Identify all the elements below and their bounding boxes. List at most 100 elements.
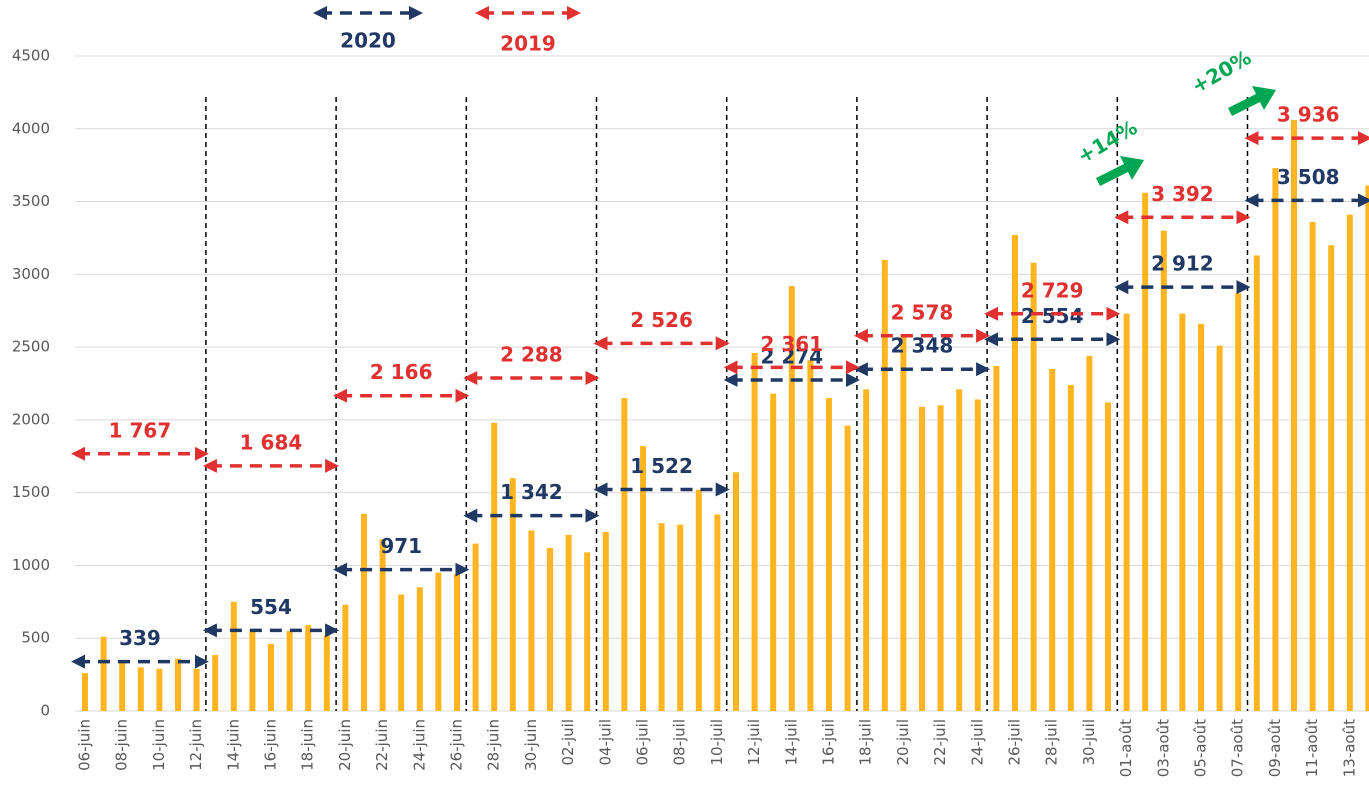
- bar: [509, 478, 516, 711]
- x-tick-label: 14-juil: [782, 719, 800, 766]
- average-label: 3 508: [1277, 165, 1340, 189]
- average-label: 339: [119, 626, 161, 650]
- bar: [1160, 230, 1167, 711]
- average-label: 2 526: [630, 308, 693, 332]
- bar: [640, 446, 646, 711]
- bar: [286, 630, 293, 711]
- bar: [342, 604, 349, 711]
- bar: [119, 660, 126, 711]
- x-tick-label: 24-juil: [968, 719, 986, 766]
- bar: [658, 523, 665, 711]
- average-label: 1 767: [109, 418, 172, 442]
- bar: [1272, 168, 1279, 712]
- bar: [1012, 235, 1018, 712]
- x-tick-label: 07-août: [1229, 719, 1247, 777]
- bar: [881, 259, 888, 711]
- bar: [1049, 368, 1056, 711]
- x-tick-label: 16-juil: [820, 719, 838, 766]
- x-tick-label: 14-juin: [224, 719, 242, 771]
- bar: [398, 594, 405, 711]
- x-tick-label: 26-juin: [448, 719, 466, 771]
- bar: [1086, 355, 1093, 711]
- bar: [621, 398, 628, 711]
- x-tick-label: 08-juil: [671, 719, 689, 766]
- x-tick-label: 04-juil: [596, 719, 614, 766]
- x-tick-label: 05-août: [1192, 719, 1210, 777]
- bar: [714, 514, 721, 711]
- legend-label: 2019: [500, 32, 556, 56]
- average-label: 2 578: [891, 300, 954, 324]
- bar: [602, 531, 609, 711]
- bar: [956, 389, 963, 711]
- bar: [565, 534, 572, 711]
- x-tick-label: 30-juil: [1080, 719, 1098, 766]
- bar: [863, 389, 870, 711]
- x-tick-label: 11-août: [1303, 719, 1321, 777]
- bar: [1198, 323, 1204, 711]
- y-tick-label: 4000: [12, 119, 50, 137]
- y-tick-label: 3500: [12, 192, 50, 210]
- average-label: 1 684: [240, 430, 303, 454]
- bar: [435, 572, 442, 711]
- y-tick-label: 1500: [12, 483, 50, 501]
- x-tick-label: 22-juin: [373, 719, 391, 771]
- legend-label: 2020: [340, 29, 396, 53]
- bar: [472, 543, 479, 711]
- bar: [937, 405, 944, 711]
- x-tick-label: 20-juin: [336, 719, 354, 771]
- average-label: 3 392: [1151, 182, 1214, 206]
- grid: 0 500 1000 1500 2000 2500 3000 3500 4000 4500: [12, 47, 1369, 720]
- x-tick-label: 24-juin: [410, 719, 428, 771]
- y-tick-label: 2000: [12, 410, 50, 428]
- bar: [751, 352, 758, 711]
- bar: [807, 360, 814, 711]
- x-tick-label: 08-juin: [113, 719, 131, 771]
- bar: [974, 399, 981, 711]
- average-label: 2 912: [1151, 252, 1214, 276]
- x-tick-label: 28-juil: [1043, 719, 1061, 766]
- bar: [528, 530, 535, 711]
- bar: [323, 635, 330, 711]
- bar: [100, 636, 107, 711]
- bar: [416, 587, 423, 711]
- bar: [175, 658, 181, 711]
- x-tick-label: 12-juil: [745, 719, 763, 766]
- bar: [156, 668, 163, 711]
- bar: [1030, 262, 1037, 711]
- x-tick-label: 18-juil: [857, 719, 875, 766]
- average-label: 3 936: [1277, 103, 1340, 127]
- y-tick-label: 0: [40, 702, 50, 720]
- y-tick-label: 500: [21, 629, 50, 647]
- bar: [826, 398, 832, 711]
- bar: [82, 673, 88, 711]
- average-label: 971: [380, 534, 422, 558]
- growth-label: +20%: [1187, 45, 1255, 98]
- x-tick-label: 10-juil: [708, 719, 726, 766]
- average-label: 2 554: [1021, 304, 1084, 328]
- bar: [361, 513, 367, 711]
- bar: [1142, 192, 1149, 712]
- bar: [379, 539, 386, 711]
- growth-arrow: [1096, 156, 1144, 186]
- x-tick-label: 16-juin: [262, 719, 280, 771]
- bar: [584, 552, 591, 711]
- bar: [733, 472, 739, 711]
- average-label: 1 522: [630, 454, 693, 478]
- x-tick-label: 26-juil: [1006, 719, 1024, 766]
- x-tick-label: 12-juin: [187, 719, 205, 771]
- x-tick-label: 03-août: [1154, 719, 1172, 777]
- average-label: 2 166: [370, 360, 433, 384]
- bar: [1291, 120, 1297, 712]
- bar: [454, 574, 460, 711]
- x-tick-label: 01-août: [1117, 719, 1135, 777]
- bar: [770, 393, 777, 711]
- bar: [1253, 255, 1260, 711]
- x-tick-label: 28-juin: [485, 719, 503, 771]
- bar: [249, 629, 256, 711]
- x-tick-label: 18-juin: [299, 719, 317, 771]
- bar: [900, 334, 907, 711]
- bar: [788, 285, 795, 711]
- bar: [212, 654, 219, 711]
- average-label: 554: [250, 595, 292, 619]
